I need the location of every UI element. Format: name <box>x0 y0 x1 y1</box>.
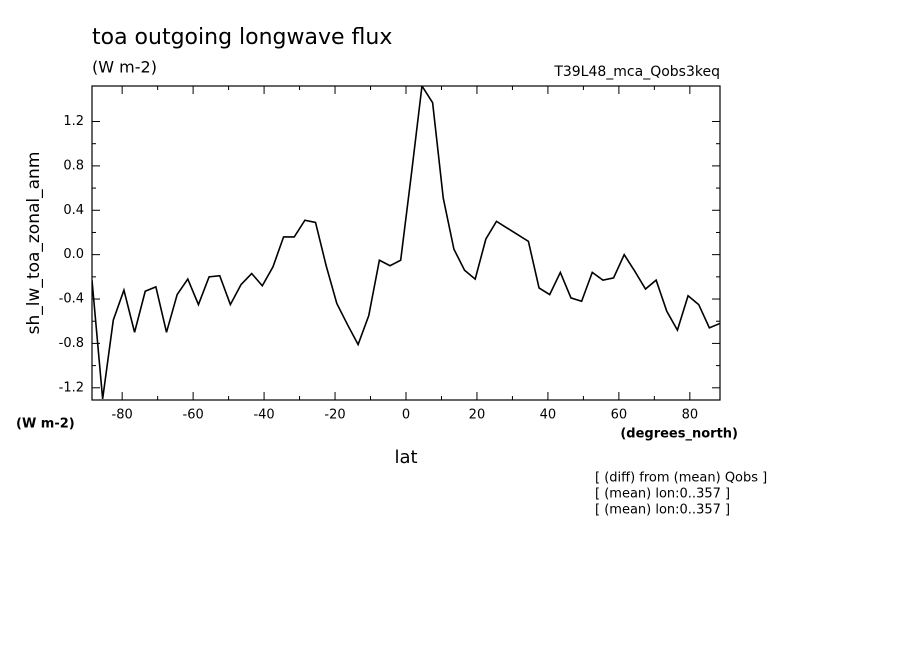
run-label: T39L48_mca_Qobs3keq <box>553 64 720 80</box>
y-axis-label: sh_lw_toa_zonal_anm <box>24 152 44 335</box>
y-tick-label: 1.2 <box>63 114 84 129</box>
x-tick-label: 20 <box>469 408 486 423</box>
x-tick-label: 60 <box>611 408 628 423</box>
x-tick-label: 40 <box>540 408 557 423</box>
data-line <box>92 86 720 399</box>
y-tick-label: 0.0 <box>63 247 84 262</box>
y-tick-label: -1.2 <box>59 380 84 395</box>
chart-title: toa outgoing longwave flux <box>92 25 392 50</box>
y-tick-label: -0.4 <box>59 292 84 307</box>
x-axis-label: lat <box>394 447 417 468</box>
x-tick-label: -80 <box>112 408 133 423</box>
y-tick-label: 0.8 <box>63 158 84 173</box>
x-tick-label: -40 <box>253 408 274 423</box>
x-units: (degrees_north) <box>620 427 738 442</box>
chart-subtitle: (W m-2) <box>92 58 157 77</box>
note: [ (mean) lon:0..357 ] <box>595 487 730 502</box>
x-tick-label: -20 <box>324 408 345 423</box>
note: [ (diff) from (mean) Qobs ] <box>595 471 767 486</box>
x-tick-label: 80 <box>682 408 699 423</box>
plot-frame <box>91 85 721 401</box>
y-units: (W m-2) <box>16 417 75 432</box>
x-tick-label: -60 <box>183 408 204 423</box>
x-tick-label: 0 <box>402 408 410 423</box>
y-tick-label: -0.8 <box>59 336 84 351</box>
y-tick-label: 0.4 <box>63 203 84 218</box>
note: [ (mean) lon:0..357 ] <box>595 503 730 518</box>
